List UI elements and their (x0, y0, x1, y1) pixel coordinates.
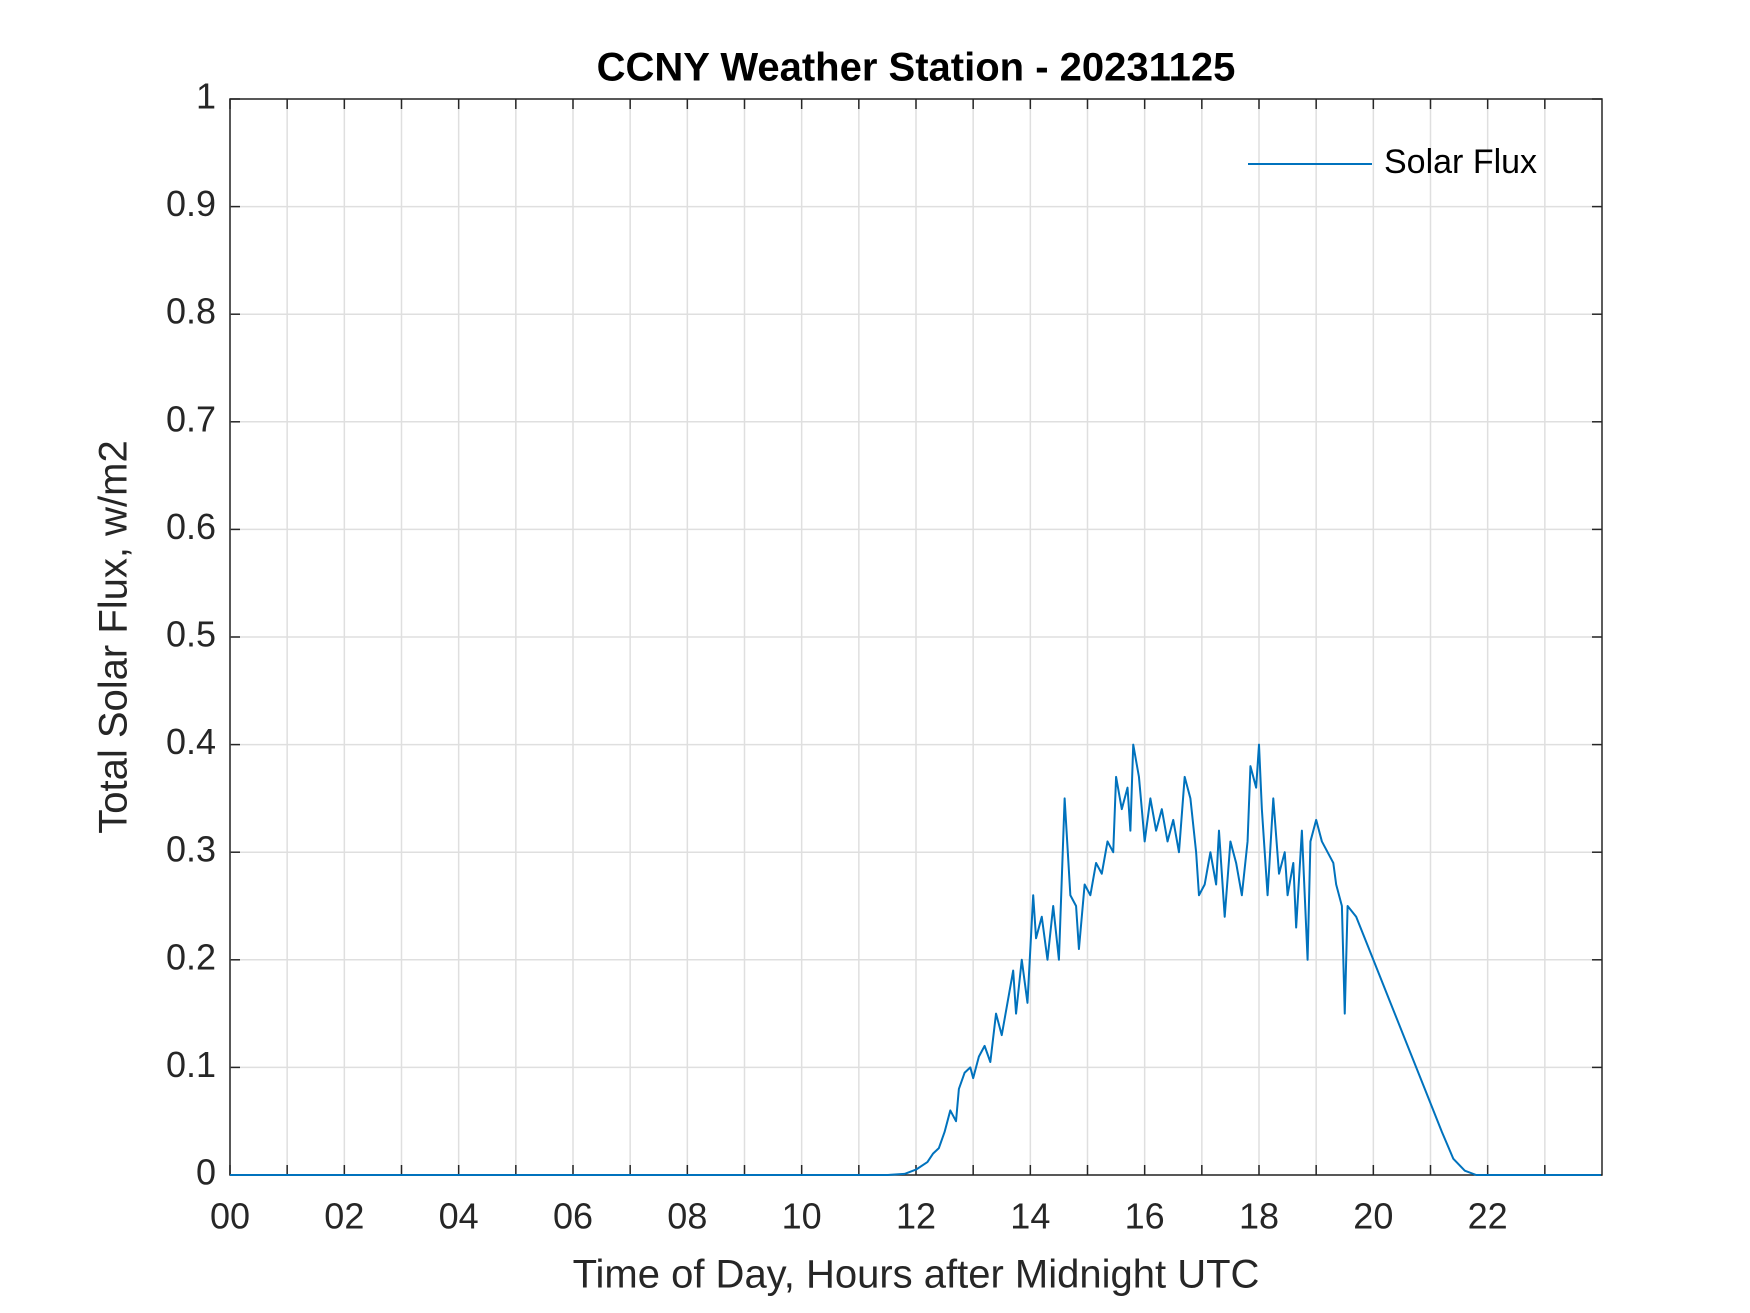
plot-frame (229, 98, 1603, 1176)
y-tick-label: 0.8 (166, 291, 216, 332)
y-tick-label: 0 (196, 1152, 216, 1193)
y-tick-label: 0.1 (166, 1044, 216, 1085)
legend-label: Solar Flux (1384, 143, 1537, 181)
x-tick-label: 18 (1239, 1196, 1279, 1237)
x-tick-label: 00 (210, 1196, 250, 1237)
y-tick-label: 0.4 (166, 721, 216, 762)
y-tick-label: 0.3 (166, 829, 216, 870)
y-tick-label: 0.2 (166, 936, 216, 977)
y-tick-label: 0.6 (166, 506, 216, 547)
x-tick-label: 14 (1010, 1196, 1050, 1237)
y-tick-label: 0.7 (166, 398, 216, 439)
x-tick-label: 12 (896, 1196, 936, 1237)
y-tick-label: 0.9 (166, 183, 216, 224)
x-tick-label: 08 (667, 1196, 707, 1237)
data-line (230, 743, 1601, 1176)
x-tick-label: 02 (324, 1196, 364, 1237)
x-tick-label: 06 (553, 1196, 593, 1237)
x-tick-label: 10 (782, 1196, 822, 1237)
y-axis-label: Total Solar Flux, w/m2 (92, 440, 136, 833)
x-tick-label: 04 (439, 1196, 479, 1237)
y-tick-label: 1 (196, 76, 216, 117)
chart-title: CCNY Weather Station - 20231125 (597, 46, 1236, 90)
x-axis-label: Time of Day, Hours after Midnight UTC (573, 1253, 1260, 1297)
x-tick-label: 22 (1468, 1196, 1508, 1237)
x-tick-label: 16 (1125, 1196, 1165, 1237)
x-tick-label: 20 (1353, 1196, 1393, 1237)
y-tick-label: 0.5 (166, 614, 216, 655)
